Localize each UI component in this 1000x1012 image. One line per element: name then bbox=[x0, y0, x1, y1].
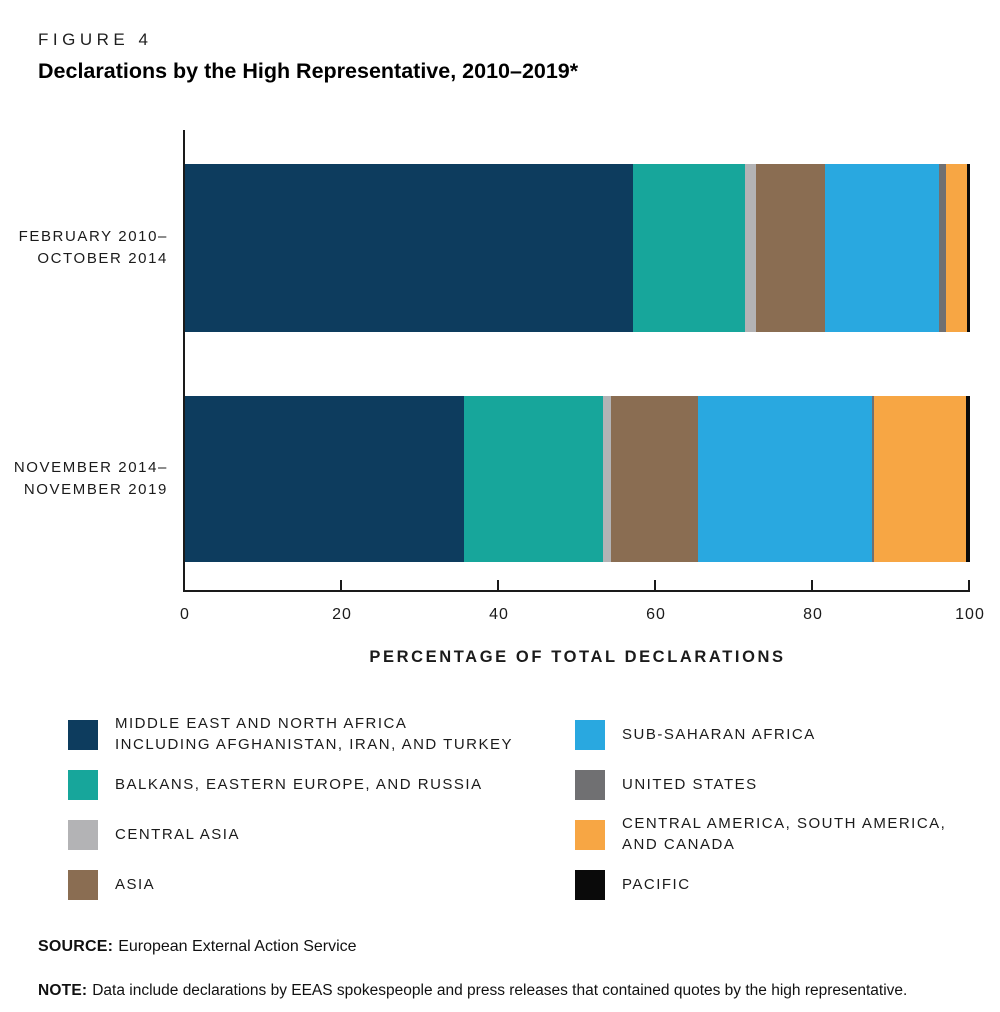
segment-pacific bbox=[966, 164, 970, 332]
legend-label-mena: MIDDLE EAST AND NORTH AFRICA INCLUDING AF… bbox=[115, 715, 513, 753]
tick-label-0: 0 bbox=[180, 606, 190, 623]
source-label: SOURCE: bbox=[38, 938, 114, 955]
legend: MIDDLE EAST AND NORTH AFRICA INCLUDING AF… bbox=[68, 710, 946, 910]
legend-swatch-central-america-south-america-canada bbox=[575, 820, 605, 850]
segment-sub-saharan-africa bbox=[824, 164, 939, 332]
tick-mark-60 bbox=[654, 580, 656, 590]
tick-row: 0 20 40 60 80 100 bbox=[180, 606, 984, 628]
note-line: NOTE: Data include declarations by EEAS s… bbox=[38, 982, 907, 1000]
figure-number: FIGURE 4 bbox=[38, 30, 153, 49]
tick-mark-40 bbox=[497, 580, 499, 590]
figure-title: Declarations by the High Representative,… bbox=[38, 59, 579, 83]
segment-sub-saharan-africa bbox=[698, 396, 872, 562]
legend-swatch-mena bbox=[68, 720, 98, 750]
tick-label-20: 20 bbox=[332, 606, 352, 623]
legend-item-pacific: PACIFIC bbox=[575, 860, 946, 910]
x-axis-title: PERCENTAGE OF TOTAL DECLARATIONS bbox=[369, 648, 786, 666]
source-text: European External Action Service bbox=[118, 938, 357, 955]
tick-mark-100 bbox=[968, 580, 970, 590]
legend-swatch-balkans-eastern-europe-russia bbox=[68, 770, 98, 800]
chart: 0 20 40 60 80 100 PERCENTAGE OF TOTAL DECLARA… bbox=[0, 130, 1000, 675]
segment-asia bbox=[611, 396, 699, 562]
segment-central-america-south-america-canada bbox=[945, 164, 967, 332]
segment-pacific bbox=[966, 396, 970, 562]
note-text: Data include declarations by EEAS spokes… bbox=[92, 981, 908, 999]
legend-label-asia: ASIA bbox=[115, 875, 156, 893]
source-line: SOURCE: European External Action Service bbox=[38, 938, 357, 956]
legend-label-sub-saharan-africa: SUB-SAHARAN AFRICA bbox=[622, 725, 816, 743]
segment-united-states bbox=[871, 396, 875, 562]
legend-item-balkans-eastern-europe-russia: BALKANS, EASTERN EUROPE, AND RUSSIA bbox=[68, 760, 575, 810]
legend-item-united-states: UNITED STATES bbox=[575, 760, 946, 810]
tick-label-60: 60 bbox=[646, 606, 666, 623]
tick-label-100: 100 bbox=[955, 606, 985, 623]
tick-label-40: 40 bbox=[489, 606, 509, 623]
segment-central-asia bbox=[603, 396, 612, 562]
legend-label-central-america-south-america-canada: CENTRAL AMERICA, SOUTH AMERICA, AND CANAD… bbox=[622, 815, 947, 853]
legend-item-central-america-south-america-canada: CENTRAL AMERICA, SOUTH AMERICA, AND CANAD… bbox=[575, 810, 946, 860]
legend-swatch-central-asia bbox=[68, 820, 98, 850]
legend-swatch-asia bbox=[68, 870, 98, 900]
note-label: NOTE: bbox=[38, 981, 88, 999]
legend-item-central-asia: CENTRAL ASIA bbox=[68, 810, 575, 860]
bar-label-2: NOVEMBER 2014– NOVEMBER 2019 bbox=[13, 459, 168, 498]
legend-swatch-sub-saharan-africa bbox=[575, 720, 605, 750]
legend-item-sub-saharan-africa: SUB-SAHARAN AFRICA bbox=[575, 710, 946, 760]
segment-mena bbox=[185, 164, 634, 332]
header: FIGURE 4 Declarations by the High Repres… bbox=[38, 30, 578, 84]
tick-label-80: 80 bbox=[803, 606, 823, 623]
bar-label-1: FEBRUARY 2010– OCTOBER 2014 bbox=[18, 228, 168, 267]
legend-label-central-asia: CENTRAL ASIA bbox=[115, 825, 240, 843]
segment-asia bbox=[755, 164, 825, 332]
plot-area bbox=[183, 130, 970, 592]
legend-label-pacific: PACIFIC bbox=[622, 875, 691, 893]
segment-mena bbox=[185, 396, 464, 562]
legend-label-balkans-eastern-europe-russia: BALKANS, EASTERN EUROPE, AND RUSSIA bbox=[115, 775, 483, 793]
segment-united-states bbox=[938, 164, 946, 332]
tick-mark-80 bbox=[811, 580, 813, 590]
legend-swatch-united-states bbox=[575, 770, 605, 800]
tick-mark-20 bbox=[340, 580, 342, 590]
bar-1 bbox=[185, 164, 970, 332]
bar-2 bbox=[185, 396, 970, 562]
legend-swatch-pacific bbox=[575, 870, 605, 900]
segment-balkans-eastern-europe-russia bbox=[633, 164, 745, 332]
legend-item-mena: MIDDLE EAST AND NORTH AFRICA INCLUDING AF… bbox=[68, 710, 575, 760]
legend-item-asia: ASIA bbox=[68, 860, 575, 910]
segment-central-asia bbox=[744, 164, 756, 332]
segment-balkans-eastern-europe-russia bbox=[463, 396, 604, 562]
segment-central-america-south-america-canada bbox=[874, 396, 967, 562]
legend-label-united-states: UNITED STATES bbox=[622, 775, 758, 793]
